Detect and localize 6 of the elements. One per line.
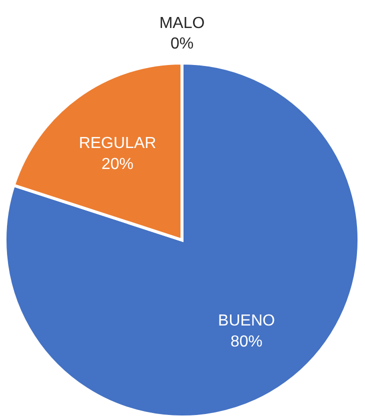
slice-label: BUENO (218, 312, 275, 330)
text: 0% (170, 36, 194, 53)
data-label: 20% (101, 156, 134, 173)
slice-label: REGULAR (78, 135, 156, 152)
data-label: 80% (230, 333, 263, 350)
category-label: MALO (159, 14, 205, 32)
